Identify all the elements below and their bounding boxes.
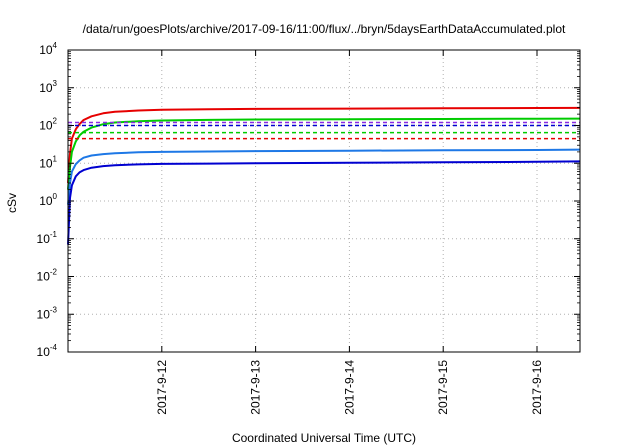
y-axis-label: cSv xyxy=(5,193,19,213)
y-tick-label: 100 xyxy=(39,192,57,208)
x-tick-label: 2017-9-15 xyxy=(436,360,450,415)
axes xyxy=(67,49,581,353)
y-tick-label: 101 xyxy=(39,154,57,170)
plot-frame xyxy=(67,49,581,353)
y-tick-label: 10-3 xyxy=(37,305,58,321)
y-tick-label: 10-4 xyxy=(37,343,58,359)
y-tick-label: 103 xyxy=(39,79,57,95)
series-line-4 xyxy=(67,160,581,245)
series-line-3 xyxy=(67,148,581,205)
y-tick-label: 102 xyxy=(39,117,57,133)
x-axis-label: Coordinated Universal Time (UTC) xyxy=(232,431,416,445)
series-line-2 xyxy=(67,117,581,190)
x-tick-label: 2017-9-12 xyxy=(155,360,169,415)
x-tick-label: 2017-9-13 xyxy=(249,360,263,415)
chart-title: /data/run/goesPlots/archive/2017-09-16/1… xyxy=(83,22,566,36)
x-tick-label: 2017-9-16 xyxy=(530,360,544,415)
y-tick-label: 10-1 xyxy=(37,230,58,246)
x-tick-label: 2017-9-14 xyxy=(342,360,356,415)
y-tick-label: 10-2 xyxy=(37,268,58,284)
y-tick-labels: 10-4 10-3 10-2 10-1 100 101 102 103 104 xyxy=(37,41,58,359)
y-tick-label: 104 xyxy=(39,41,57,57)
series-line-1 xyxy=(67,106,581,184)
series-lines xyxy=(67,106,581,245)
x-tick-labels: 2017-9-12 2017-9-13 2017-9-14 2017-9-15 2017… xyxy=(155,360,544,415)
